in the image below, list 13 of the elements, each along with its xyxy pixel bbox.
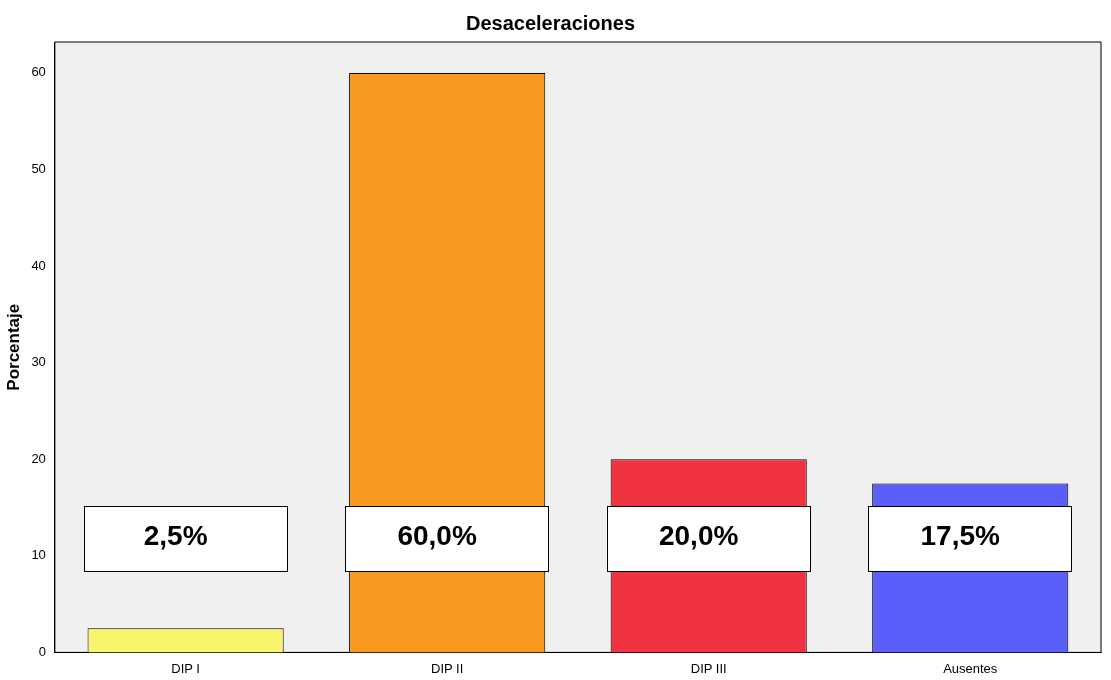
x-tick-label: DIP II <box>431 660 464 676</box>
x-tick-label: DIP I <box>171 660 200 676</box>
x-tick-label: Ausentes <box>943 660 998 676</box>
y-tick-label: 30 <box>31 354 46 370</box>
x-tick-label: DIP III <box>690 660 727 676</box>
y-tick-label: 10 <box>31 547 46 563</box>
y-tick-label: 0 <box>38 643 46 659</box>
y-tick-label: 60 <box>31 64 46 80</box>
y-tick-label: 40 <box>31 257 46 273</box>
y-axis-title: Porcentaje <box>3 303 23 391</box>
y-tick-label: 20 <box>31 450 46 466</box>
y-tick-label: 50 <box>31 161 46 177</box>
chart-title: Desaceleraciones <box>465 11 636 34</box>
